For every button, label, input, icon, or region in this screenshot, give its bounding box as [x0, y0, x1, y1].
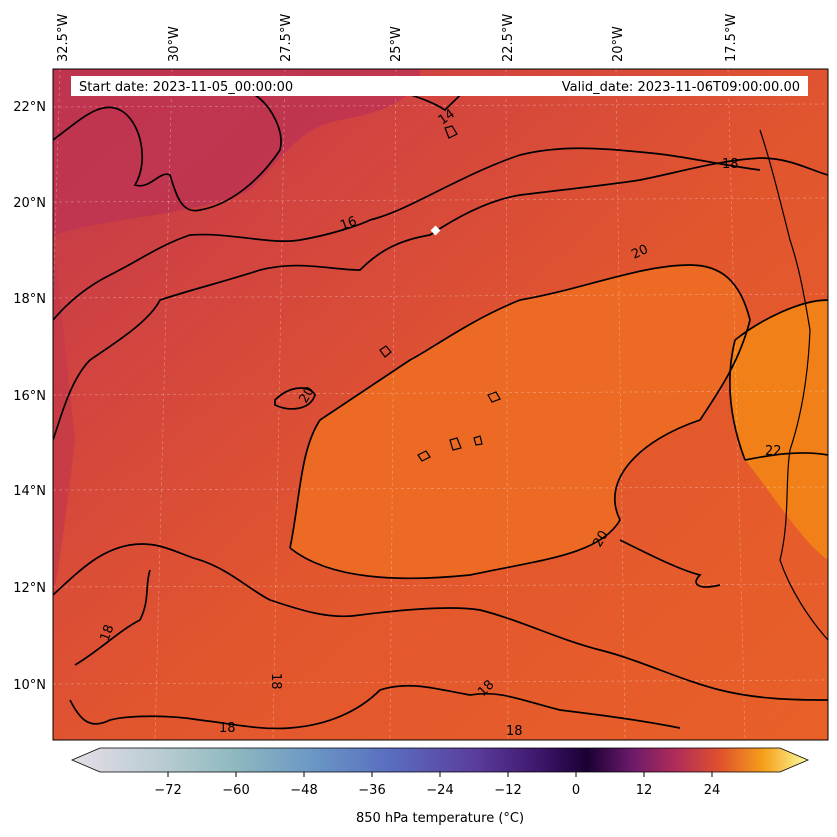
contour-22 — [728, 299, 828, 461]
warm-region-22 — [729, 300, 828, 560]
colorbar-tick-label: −72 — [154, 783, 181, 798]
contour-20-island — [274, 387, 316, 410]
latitude-labels: 22°N 20°N 18°N 16°N 14°N 12°N 10°N — [13, 100, 46, 693]
island-3 — [449, 437, 462, 451]
contour-16 — [53, 147, 761, 321]
contour-20-central — [289, 264, 751, 580]
lon-label: 30°W — [167, 26, 182, 62]
island-4 — [487, 391, 501, 403]
valid-date-text: Valid_date: 2023-11-06T09:00:00.00 — [562, 80, 800, 95]
colorbar-tick-label: −36 — [358, 783, 385, 798]
longitude-labels: 32.5°W 30°W 27.5°W 25°W 22.5°W 20°W 17.5… — [56, 14, 739, 62]
contour-20-east — [619, 539, 721, 588]
contour-label: 18 — [98, 623, 118, 644]
lat-label: 20°N — [13, 196, 46, 211]
colorbar-tick-label: 24 — [704, 783, 721, 798]
info-box — [71, 76, 808, 96]
coastline-africa — [759, 129, 828, 641]
lat-label: 18°N — [13, 292, 46, 307]
contour-label: 20 — [590, 528, 611, 550]
lon-label: 25°W — [389, 26, 404, 62]
cold-region-14 — [53, 69, 420, 235]
lat-label: 12°N — [13, 581, 46, 596]
map-panel: 14 18 16 20 20 22 20 18 18 18 18 18 Star… — [53, 69, 828, 740]
lon-label: 32.5°W — [56, 14, 71, 62]
island-2 — [417, 450, 431, 462]
contours — [53, 79, 828, 730]
island-6 — [444, 125, 458, 139]
warm-region-20 — [290, 265, 750, 579]
lon-label: 27.5°W — [279, 14, 294, 62]
island-1 — [379, 345, 392, 358]
colorbar-tick-label: −24 — [426, 783, 453, 798]
colorbar-tick-label: 0 — [572, 783, 580, 798]
lon-label: 17.5°W — [724, 14, 739, 62]
lat-label: 14°N — [13, 484, 46, 499]
contour-18-north — [53, 157, 828, 441]
lon-label: 20°W — [611, 26, 626, 62]
contour-18-south — [53, 543, 828, 701]
colorbar-tick-label: 12 — [636, 783, 653, 798]
colorbar-tick-label: −60 — [222, 783, 249, 798]
contour-label: 20 — [296, 384, 317, 406]
contour-label: 18 — [722, 157, 739, 172]
colorbar: −72 −60 −48 −36 −24 −12 0 12 24 850 hPa temperat… — [70, 747, 810, 826]
lat-label: 16°N — [13, 389, 46, 404]
start-date-text: Start date: 2023-11-05_00:00:00 — [79, 80, 293, 95]
contour-label: 20 — [629, 242, 650, 263]
contour-18-west-loop — [69, 569, 681, 730]
contour-label: 22 — [765, 444, 782, 459]
lat-label: 22°N — [13, 100, 46, 115]
lon-label: 22.5°W — [501, 14, 516, 62]
colorbar-tick-label: −48 — [290, 783, 317, 798]
cold-region-west — [53, 230, 75, 600]
contour-label: 16 — [338, 214, 359, 234]
lat-label: 10°N — [13, 678, 46, 693]
colorbar-ticks: −72 −60 −48 −36 −24 −12 0 12 24 — [154, 772, 720, 798]
contour-label: 18 — [506, 724, 523, 739]
island-5 — [473, 435, 483, 446]
contour-label: 18 — [219, 721, 236, 736]
gridlines — [53, 69, 828, 740]
contour-label: 18 — [268, 673, 283, 690]
colorbar-label: 850 hPa temperature (°C) — [356, 811, 524, 826]
colorbar-tick-label: −12 — [494, 783, 521, 798]
location-marker-diamond — [430, 225, 441, 236]
colorbar-bar — [70, 747, 810, 773]
map-frame — [52, 68, 829, 741]
